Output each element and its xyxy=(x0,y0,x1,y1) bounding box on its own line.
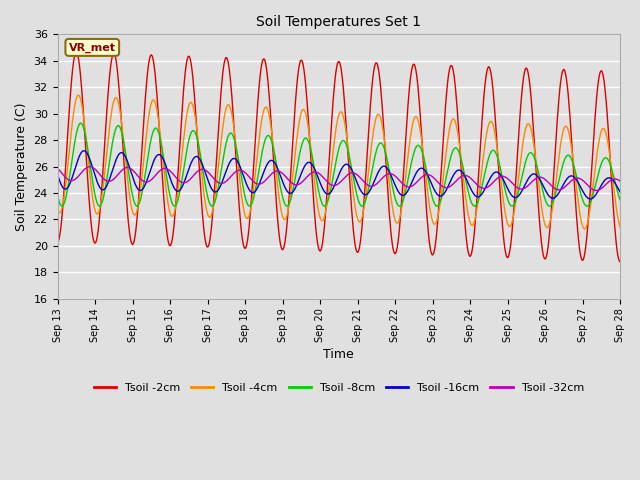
Tsoil -8cm xyxy=(209,203,217,208)
Tsoil -32cm xyxy=(616,178,624,184)
Tsoil -8cm xyxy=(122,155,130,161)
Legend: Tsoil -2cm, Tsoil -4cm, Tsoil -8cm, Tsoil -16cm, Tsoil -32cm: Tsoil -2cm, Tsoil -4cm, Tsoil -8cm, Tsoi… xyxy=(89,378,588,397)
Tsoil -32cm xyxy=(593,188,600,193)
Tsoil -32cm xyxy=(180,180,188,186)
Line: Tsoil -4cm: Tsoil -4cm xyxy=(58,95,620,229)
Tsoil -8cm xyxy=(180,168,188,173)
Tsoil -32cm xyxy=(424,172,432,178)
Tsoil -16cm xyxy=(180,181,188,187)
Tsoil -4cm xyxy=(54,206,61,212)
Line: Tsoil -2cm: Tsoil -2cm xyxy=(58,52,620,262)
Tsoil -2cm xyxy=(64,132,72,137)
Tsoil -2cm xyxy=(209,204,217,210)
Line: Tsoil -8cm: Tsoil -8cm xyxy=(58,123,620,206)
Tsoil -8cm xyxy=(408,157,416,163)
Tsoil -4cm xyxy=(616,224,624,230)
Text: VR_met: VR_met xyxy=(68,42,116,52)
Tsoil -16cm xyxy=(209,188,217,194)
Line: Tsoil -16cm: Tsoil -16cm xyxy=(58,151,620,199)
Tsoil -32cm xyxy=(54,166,61,171)
Tsoil -4cm xyxy=(180,137,188,143)
Tsoil -32cm xyxy=(408,183,416,189)
Tsoil -2cm xyxy=(180,88,188,94)
Tsoil -8cm xyxy=(54,192,61,198)
Tsoil -32cm xyxy=(86,164,93,169)
Tsoil -4cm xyxy=(209,204,217,210)
Tsoil -8cm xyxy=(77,120,85,126)
Tsoil -16cm xyxy=(616,189,624,195)
Tsoil -16cm xyxy=(80,148,88,154)
Tsoil -16cm xyxy=(64,185,72,191)
Tsoil -16cm xyxy=(54,171,61,177)
Tsoil -2cm xyxy=(72,49,80,55)
Tsoil -2cm xyxy=(122,195,130,201)
Tsoil -2cm xyxy=(424,230,432,236)
X-axis label: Time: Time xyxy=(323,348,354,361)
Tsoil -32cm xyxy=(209,175,217,181)
Tsoil -8cm xyxy=(470,203,478,209)
Line: Tsoil -32cm: Tsoil -32cm xyxy=(58,167,620,191)
Title: Soil Temperatures Set 1: Soil Temperatures Set 1 xyxy=(256,15,421,29)
Tsoil -8cm xyxy=(616,197,624,203)
Tsoil -2cm xyxy=(408,66,416,72)
Tsoil -2cm xyxy=(54,239,61,245)
Tsoil -4cm xyxy=(408,125,416,131)
Y-axis label: Soil Temperature (C): Soil Temperature (C) xyxy=(15,102,28,231)
Tsoil -16cm xyxy=(586,196,594,202)
Tsoil -4cm xyxy=(75,92,83,98)
Tsoil -32cm xyxy=(122,165,130,170)
Tsoil -4cm xyxy=(64,164,72,169)
Tsoil -2cm xyxy=(616,259,624,264)
Tsoil -8cm xyxy=(64,186,72,192)
Tsoil -32cm xyxy=(64,177,72,182)
Tsoil -16cm xyxy=(424,174,432,180)
Tsoil -16cm xyxy=(122,156,130,162)
Tsoil -4cm xyxy=(122,165,130,170)
Tsoil -4cm xyxy=(424,194,432,200)
Tsoil -4cm xyxy=(581,226,589,232)
Tsoil -16cm xyxy=(408,180,416,185)
Tsoil -8cm xyxy=(424,177,432,182)
